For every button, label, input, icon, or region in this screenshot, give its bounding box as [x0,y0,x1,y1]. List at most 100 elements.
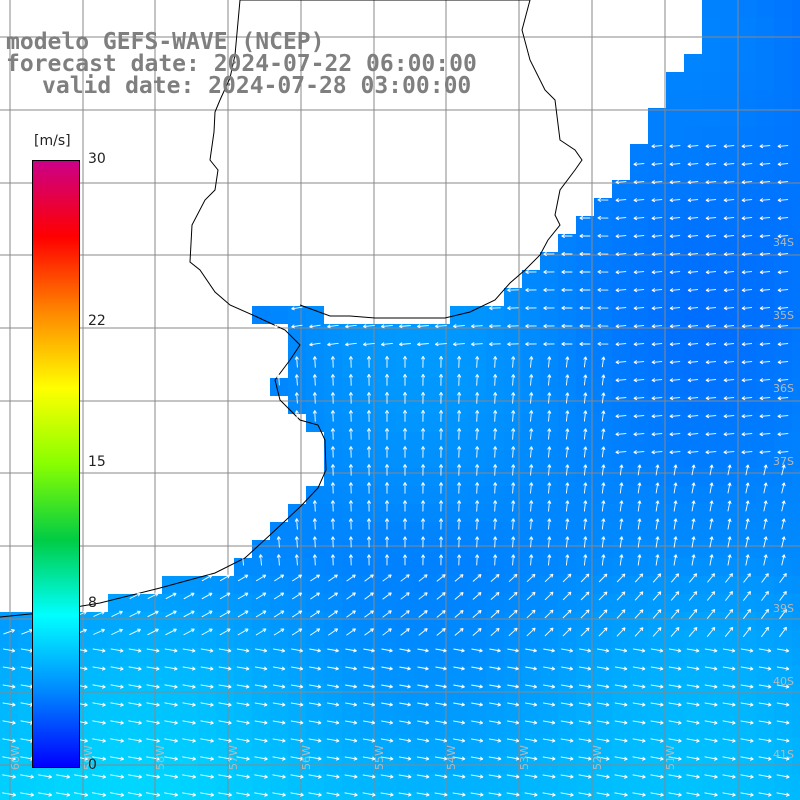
wind-arrow [669,198,681,203]
speed-cell [774,522,792,540]
longitude-labels: 60W 59W 58W 57W 56W 55W 54W 53W 52W 51W [9,745,677,770]
wind-arrow [651,198,663,203]
speed-cell [792,558,800,576]
wind-arrow [669,324,681,329]
speed-cell [720,252,738,270]
wind-arrow [348,392,353,404]
speed-cell [666,342,684,360]
wind-arrow [92,792,107,797]
wind-arrow [601,482,606,494]
wind-arrow [561,269,573,275]
speed-cell [360,648,378,666]
speed-cell [126,792,144,800]
speed-cell [774,612,792,630]
wind-arrow [529,428,534,440]
wind-arrow [421,536,426,548]
speed-cell [162,648,180,666]
speed-cell [738,450,756,468]
wind-arrow [525,324,537,329]
speed-cell [414,630,432,648]
speed-cell [666,396,684,414]
speed-cell [720,306,738,324]
wind-arrow [330,500,335,512]
wind-arrow [471,324,483,329]
wind-arrow [218,648,232,653]
wind-arrow [544,573,554,583]
wind-arrow [164,738,178,743]
wind-arrow [364,592,374,600]
wind-arrow [776,684,790,689]
wind-arrow [182,756,196,761]
wind-arrow [740,756,754,761]
speed-cell [288,666,306,684]
speed-cell [702,738,720,756]
wind-arrow [562,573,572,583]
speed-cell [720,702,738,720]
longitude-label: 56W [300,745,313,770]
wind-arrow [651,252,663,257]
speed-cell [90,792,108,800]
speed-cell [504,504,522,522]
wind-arrow [759,432,771,437]
speed-cell [342,378,360,396]
wind-arrow [601,500,606,512]
wind-arrow [529,392,534,404]
speed-cell [90,774,108,792]
wind-arrow [344,756,358,761]
wind-arrow [632,738,646,743]
speed-cell [378,666,396,684]
wind-arrow [650,774,664,779]
speed-cell [774,360,792,378]
speed-cell [540,342,558,360]
speed-cell [288,612,306,630]
speed-cell [306,504,324,522]
speed-cell [684,792,702,800]
wind-arrow [543,702,556,707]
wind-arrow [686,738,700,743]
wind-arrow [457,391,462,404]
speed-cell [540,612,558,630]
wind-arrow [759,360,771,365]
wind-arrow [292,592,303,600]
wind-arrow [669,180,681,185]
wind-arrow [779,608,787,619]
speed-cell [648,324,666,342]
speed-cell [558,576,576,594]
wind-arrow [614,666,628,671]
speed-cell [720,540,738,558]
speed-cell [126,630,144,648]
speed-cell [324,576,342,594]
speed-cell [342,486,360,504]
wind-arrow [346,628,356,636]
wind-arrow [2,684,16,689]
speed-cell [738,18,756,36]
wind-arrow [164,720,178,725]
wind-arrow [777,432,789,437]
speed-cell [342,630,360,648]
wind-arrow [759,414,771,419]
wind-arrow-layer [2,144,790,797]
wind-arrow [507,684,519,689]
speed-cell [576,252,594,270]
wind-arrow [507,648,519,653]
speed-cell [702,450,720,468]
wind-arrow [384,518,390,530]
wind-arrow [759,144,771,149]
wind-arrow [740,666,754,671]
wind-arrow [777,324,789,329]
speed-cell [288,648,306,666]
speed-cell [540,288,558,306]
speed-cell [342,684,360,702]
wind-arrow [272,720,286,725]
wind-arrow [525,666,537,671]
speed-cell [648,234,666,252]
wind-arrow [669,450,681,455]
speed-cell [288,306,306,324]
speed-cell [468,612,486,630]
wind-arrow [741,198,753,203]
wind-arrow [330,410,335,422]
speed-cell [702,378,720,396]
speed-cell [756,684,774,702]
wind-arrow [686,666,700,671]
speed-cell [540,504,558,522]
